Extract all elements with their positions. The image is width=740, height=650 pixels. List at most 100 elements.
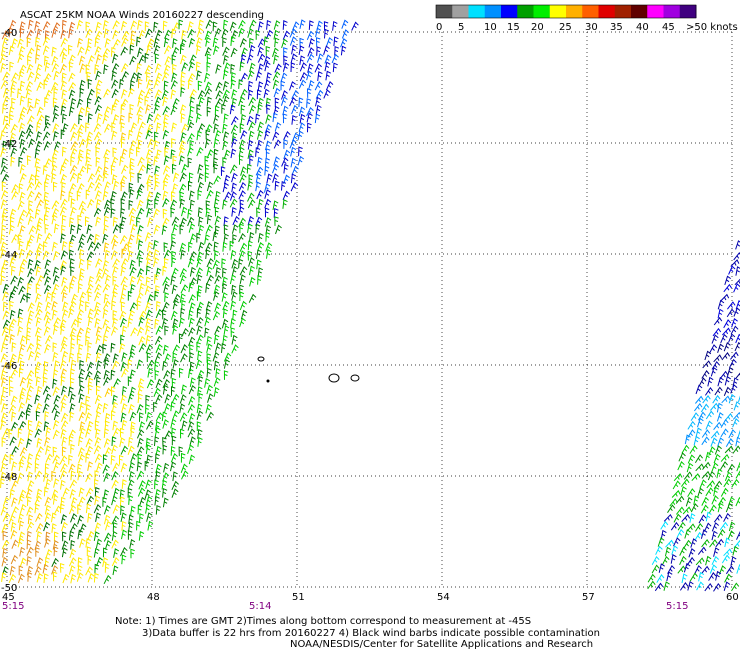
wind-barb [104, 181, 111, 191]
wind-barb [87, 384, 93, 395]
wind-barb [145, 276, 151, 287]
wind-barb [111, 122, 116, 132]
wind-barb [673, 473, 683, 482]
wind-barb [178, 317, 185, 328]
wind-barb [10, 156, 16, 167]
wind-barb [283, 174, 290, 185]
wind-barb [655, 545, 663, 555]
wind-barb [136, 62, 142, 73]
wind-barb [231, 97, 238, 108]
wind-barb [120, 361, 127, 372]
wind-barb [731, 582, 740, 592]
wind-barb [35, 326, 42, 337]
wind-barb [155, 308, 164, 319]
wind-barb [266, 104, 271, 114]
wind-barb [27, 514, 34, 525]
wind-barb [68, 454, 73, 465]
wind-barb [86, 138, 92, 148]
wind-barb [79, 421, 86, 431]
wind-barb [170, 401, 176, 412]
wind-barb [26, 370, 35, 380]
wind-barb [137, 437, 144, 448]
wind-barb [265, 231, 271, 242]
legend-swatch [468, 5, 486, 18]
wind-barb [102, 283, 111, 293]
wind-barb [43, 472, 50, 482]
wind-barb [69, 172, 78, 182]
wind-barb [720, 428, 729, 438]
wind-barb [221, 318, 229, 329]
wind-barb [43, 121, 51, 132]
wind-barb [35, 249, 42, 260]
wind-barb [68, 82, 77, 92]
wind-barb [60, 402, 67, 412]
wind-barb [707, 376, 714, 387]
wind-barb [170, 445, 176, 456]
wind-barb [120, 334, 125, 345]
wind-barb [138, 256, 144, 267]
wind-barb [146, 512, 153, 522]
wind-barb [53, 274, 60, 285]
wind-barb [77, 557, 83, 567]
wind-barb [1, 181, 7, 192]
wind-barb [299, 71, 308, 82]
wind-barb [721, 554, 730, 564]
wind-barb [43, 521, 51, 532]
wind-barb [52, 454, 60, 464]
wind-barb [198, 375, 204, 386]
wind-barb [129, 386, 136, 397]
wind-barb [204, 30, 212, 40]
wind-barb [121, 403, 128, 413]
wind-barb [701, 436, 710, 446]
wind-barb [164, 45, 172, 55]
wind-barb [179, 412, 188, 422]
wind-barb [154, 96, 162, 106]
wind-barb [146, 113, 154, 124]
wind-barb [724, 413, 734, 422]
wind-barb [95, 70, 102, 81]
wind-barb [53, 87, 59, 98]
wind-barb [94, 301, 101, 312]
wind-barb [283, 163, 289, 174]
wind-barb [103, 224, 109, 235]
wind-barb [214, 274, 222, 285]
wind-barb [172, 223, 179, 234]
wind-barb [45, 548, 53, 559]
wind-barb [138, 78, 143, 89]
wind-barb [10, 87, 16, 97]
wind-barb [77, 470, 84, 481]
wind-barb [128, 471, 135, 481]
wind-barb [231, 224, 239, 234]
wind-barb [87, 88, 95, 99]
wind-barb [671, 490, 681, 498]
wind-barb [170, 149, 176, 159]
wind-barb [695, 463, 705, 472]
wind-barb [104, 274, 112, 285]
wind-barb [289, 97, 297, 107]
wind-barb [104, 199, 111, 210]
wind-barb [249, 155, 254, 165]
wind-barb [19, 293, 28, 304]
wind-barb [78, 436, 84, 447]
wind-barb [119, 496, 125, 507]
wind-barb [257, 121, 264, 132]
wind-barb [102, 335, 109, 345]
wind-barb [137, 385, 144, 395]
wind-barb [724, 275, 731, 286]
wind-barb [110, 369, 116, 380]
wind-barb [164, 430, 172, 440]
wind-barb [103, 428, 109, 438]
wind-barb [77, 155, 84, 165]
wind-barb [85, 404, 91, 414]
wind-barb [667, 564, 675, 574]
wind-barb [689, 572, 698, 582]
wind-barb [42, 403, 50, 413]
wind-barb [111, 250, 118, 260]
wind-barb [164, 147, 169, 157]
wind-barb [128, 148, 134, 158]
wind-barb [35, 343, 42, 353]
wind-barb [711, 462, 719, 472]
wind-barb [26, 438, 33, 449]
wind-barb [315, 27, 322, 38]
wind-barb [196, 307, 202, 318]
